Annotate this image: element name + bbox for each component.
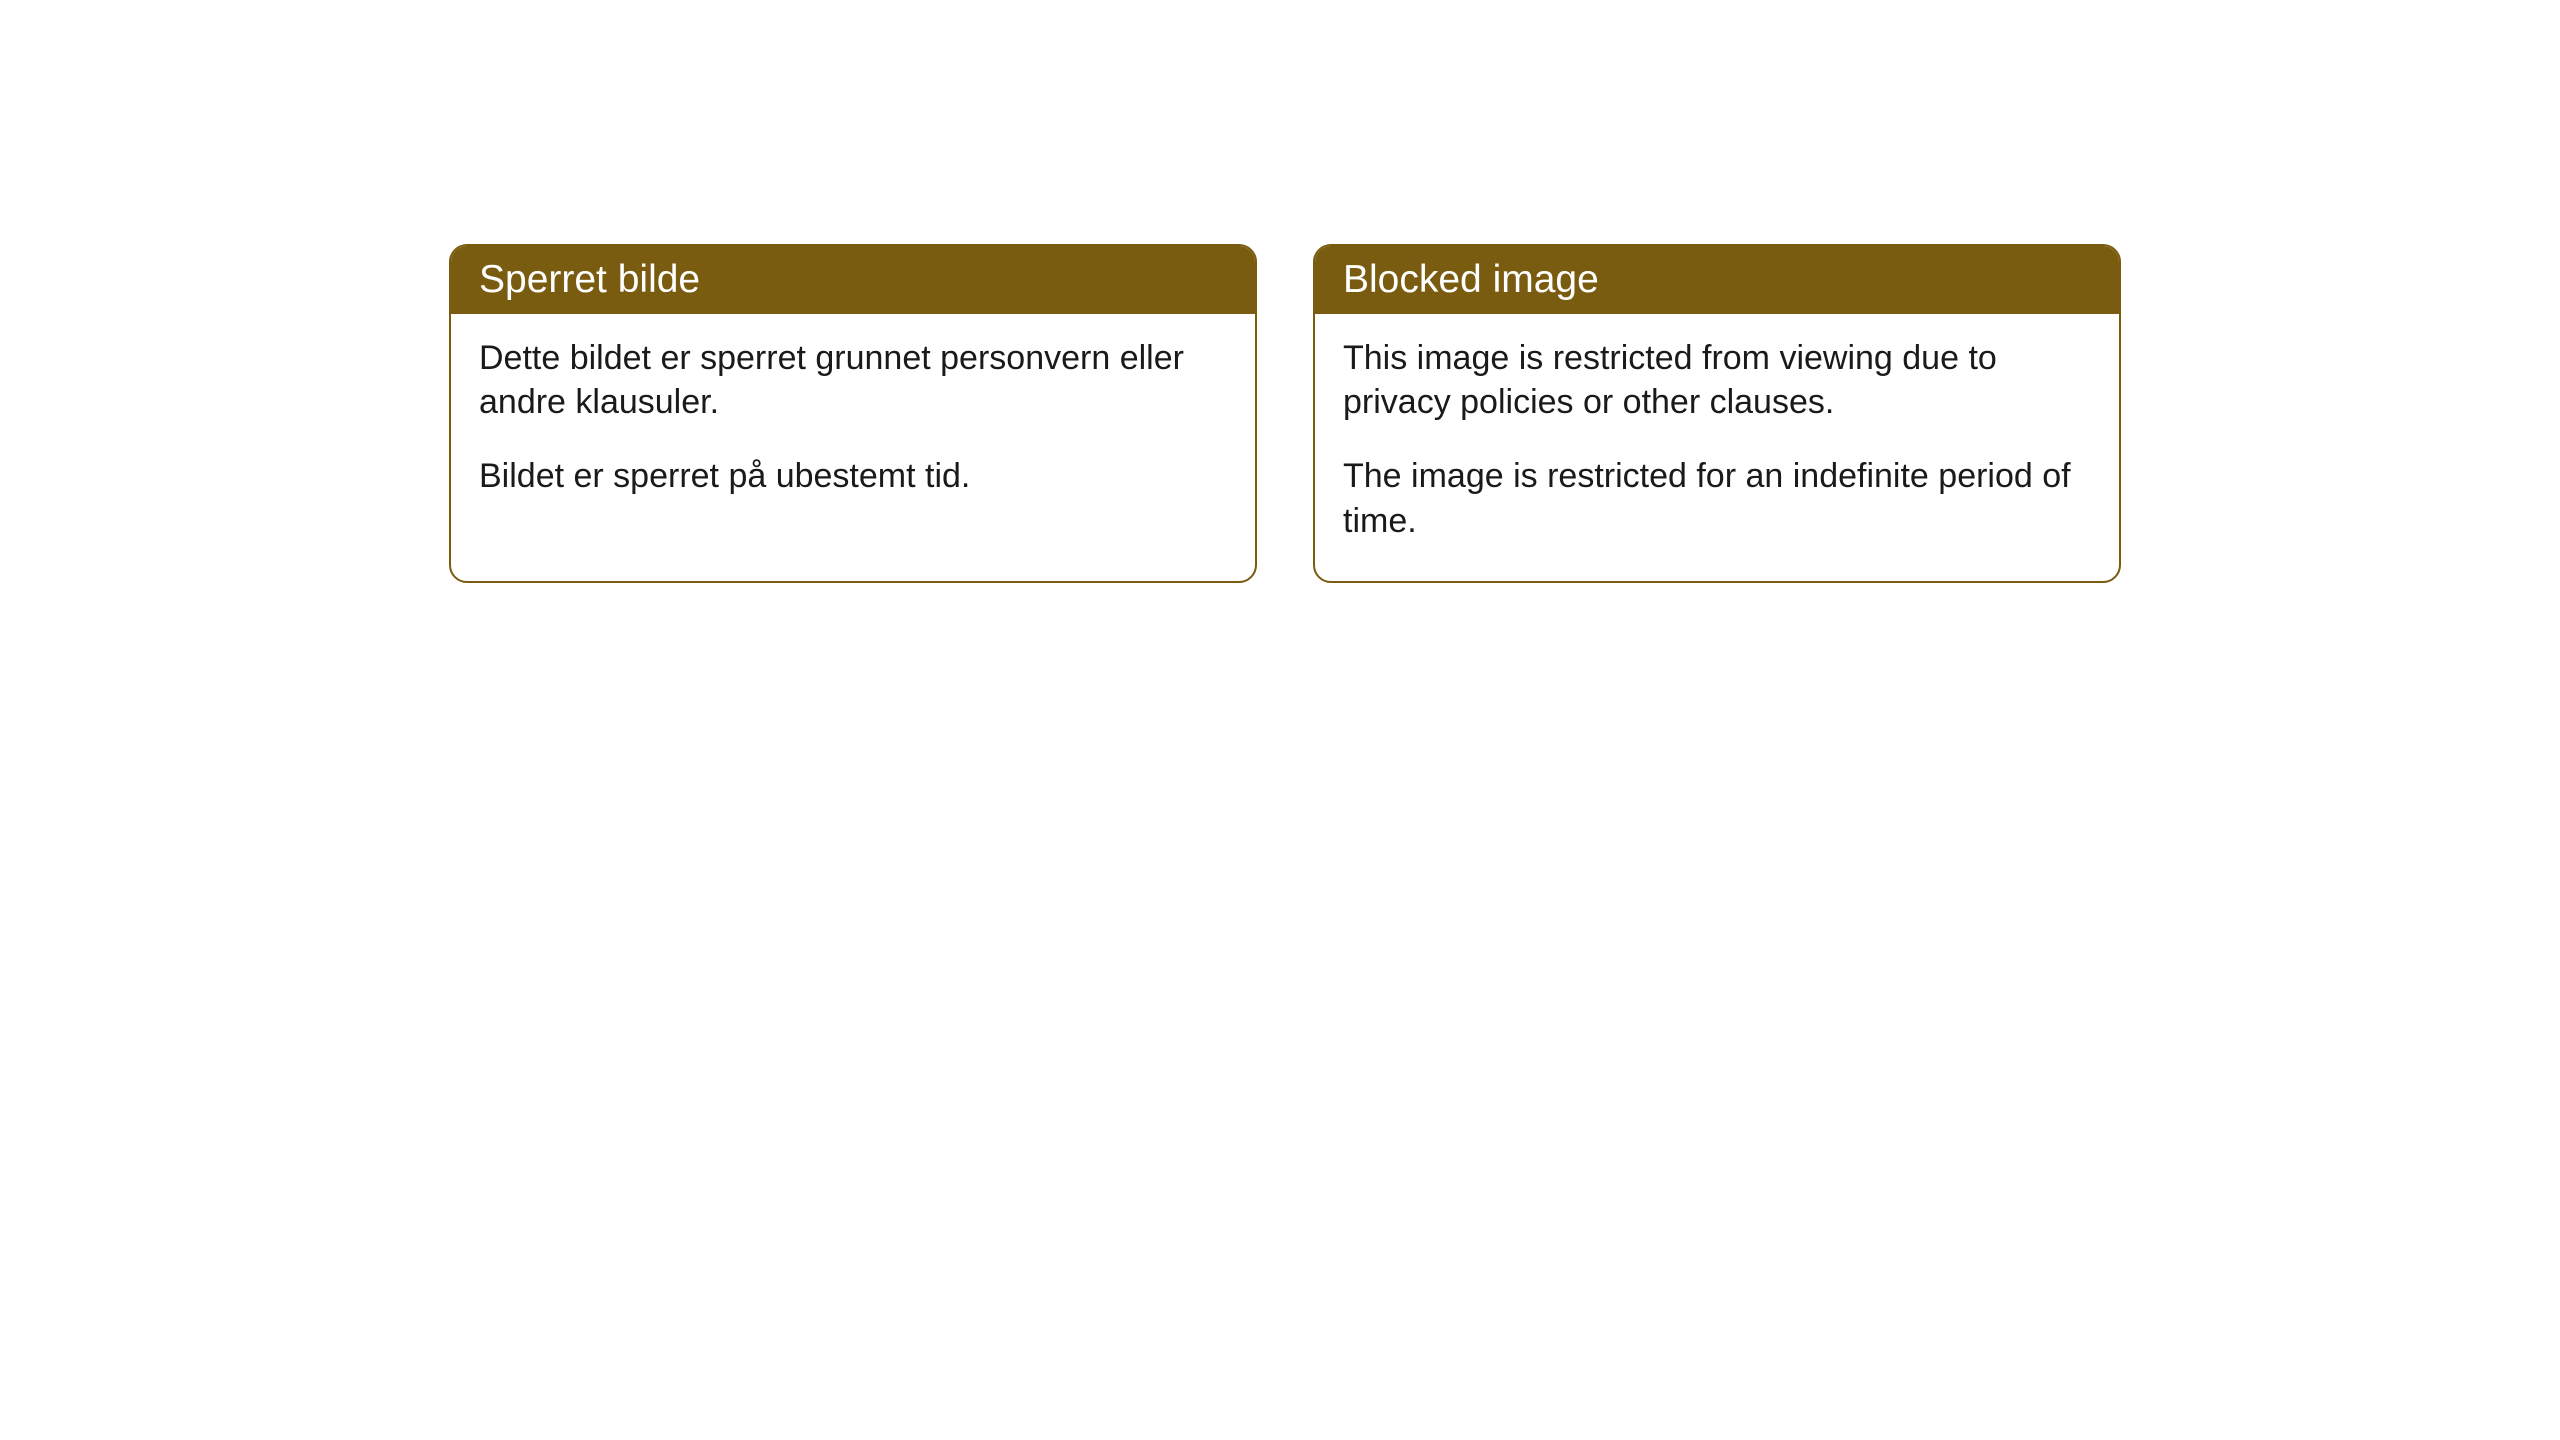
card-title: Blocked image — [1343, 258, 1599, 301]
card-body: Dette bildet er sperret grunnet personve… — [451, 314, 1255, 537]
card-paragraph: This image is restricted from viewing du… — [1343, 336, 2091, 424]
card-title: Sperret bilde — [479, 258, 700, 301]
card-header: Blocked image — [1315, 246, 2119, 314]
card-paragraph: The image is restricted for an indefinit… — [1343, 454, 2091, 542]
notice-cards-container: Sperret bilde Dette bildet er sperret gr… — [449, 244, 2121, 583]
card-paragraph: Dette bildet er sperret grunnet personve… — [479, 336, 1227, 424]
card-paragraph: Bildet er sperret på ubestemt tid. — [479, 454, 1227, 498]
blocked-image-card-english: Blocked image This image is restricted f… — [1313, 244, 2121, 583]
card-header: Sperret bilde — [451, 246, 1255, 314]
blocked-image-card-norwegian: Sperret bilde Dette bildet er sperret gr… — [449, 244, 1257, 583]
card-body: This image is restricted from viewing du… — [1315, 314, 2119, 581]
